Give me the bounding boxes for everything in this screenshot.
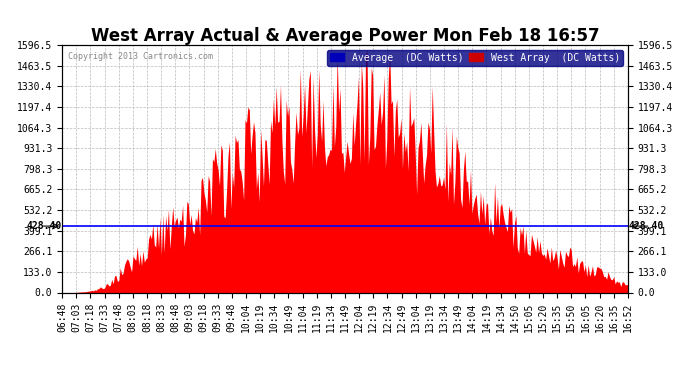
Text: 428.40: 428.40 bbox=[26, 221, 61, 231]
Text: 428.40: 428.40 bbox=[629, 221, 664, 231]
Title: West Array Actual & Average Power Mon Feb 18 16:57: West Array Actual & Average Power Mon Fe… bbox=[90, 27, 600, 45]
Text: Copyright 2013 Cartronics.com: Copyright 2013 Cartronics.com bbox=[68, 53, 213, 62]
Legend: Average  (DC Watts), West Array  (DC Watts): Average (DC Watts), West Array (DC Watts… bbox=[327, 50, 623, 66]
